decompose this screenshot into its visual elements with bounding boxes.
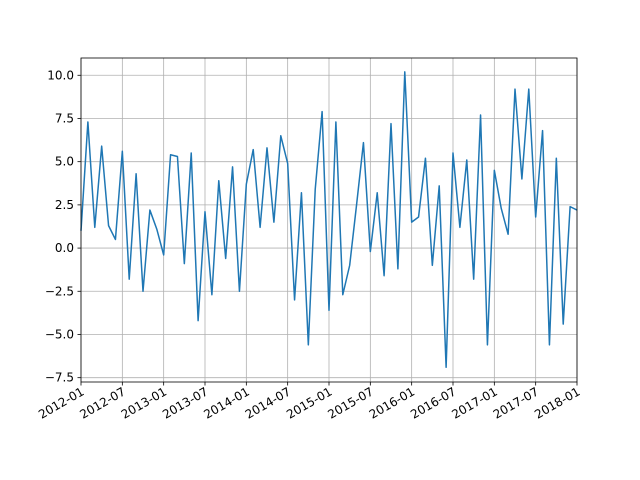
y-tick-label: −7.5	[45, 371, 74, 385]
y-tick-label: −2.5	[45, 284, 74, 298]
y-tick-label: 2.5	[55, 198, 74, 212]
x-tick-label: 2018-01	[532, 384, 582, 421]
y-tick-label: 5.0	[55, 155, 74, 169]
x-tick-label: 2013-07	[160, 384, 210, 421]
y-tick-label: −5.0	[45, 327, 74, 341]
x-tick-label: 2014-01	[201, 384, 251, 421]
x-tick-label: 2014-07	[243, 384, 293, 421]
x-tick-label: 2012-01	[36, 384, 86, 421]
x-tick-label: 2015-01	[284, 384, 334, 421]
y-tick-label: 0.0	[55, 241, 74, 255]
data-line	[80, 71, 578, 369]
x-tick-label: 2015-07	[325, 384, 375, 421]
x-tick-label: 2016-07	[408, 384, 458, 421]
x-tick-label: 2013-01	[119, 384, 169, 421]
x-tick-label: 2012-07	[77, 384, 127, 421]
x-tick-label: 2017-01	[449, 384, 499, 421]
axes-frame	[80, 57, 578, 383]
y-tick-label: 7.5	[55, 111, 74, 125]
x-tick-label: 2017-07	[491, 384, 541, 421]
x-tick-label: 2016-01	[367, 384, 417, 421]
y-tick-label: 10.0	[47, 68, 74, 82]
